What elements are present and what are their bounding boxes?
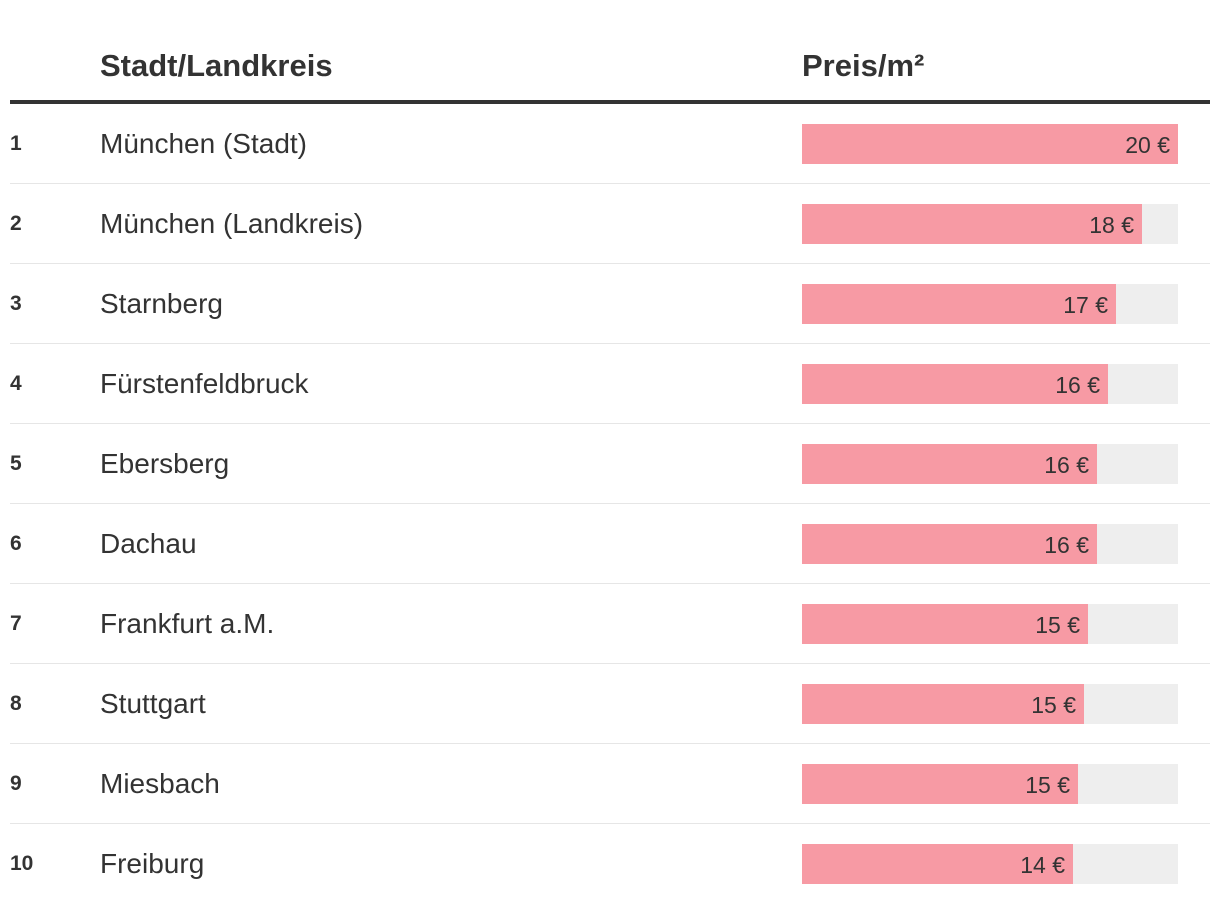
price-label: 18 € [1089, 212, 1134, 238]
price-bar: 20 € [802, 124, 1178, 164]
rank-number: 7 [10, 612, 22, 635]
rank-number: 2 [10, 212, 22, 235]
price-bar: 16 € [802, 524, 1097, 564]
price-bar: 15 € [802, 764, 1078, 804]
column-header-city: Stadt/Landkreis [100, 48, 333, 83]
bar-track: 15 € [802, 604, 1178, 644]
city-name: Miesbach [100, 768, 220, 799]
table-row: 9 Miesbach 15 € [10, 744, 1210, 824]
bar-track: 15 € [802, 764, 1178, 804]
city-name: Fürstenfeldbruck [100, 368, 309, 399]
city-name: Freiburg [100, 848, 205, 879]
bar-track: 18 € [802, 204, 1178, 244]
price-label: 14 € [1020, 852, 1065, 878]
price-label: 15 € [1035, 612, 1080, 638]
bar-track: 14 € [802, 844, 1178, 884]
price-label: 20 € [1125, 132, 1170, 158]
bar-track: 15 € [802, 684, 1178, 724]
table-row: 7 Frankfurt a.M. 15 € [10, 584, 1210, 664]
rank-number: 8 [10, 692, 22, 715]
city-name: München (Stadt) [100, 128, 307, 159]
price-label: 17 € [1063, 292, 1108, 318]
price-label: 15 € [1025, 772, 1070, 798]
table-row: 8 Stuttgart 15 € [10, 664, 1210, 744]
price-label: 16 € [1044, 532, 1089, 558]
rank-number: 6 [10, 532, 22, 555]
rank-number: 10 [10, 852, 34, 875]
bar-track: 16 € [802, 444, 1178, 484]
price-bar: 17 € [802, 284, 1116, 324]
price-bar: 16 € [802, 364, 1108, 404]
rank-number: 5 [10, 452, 22, 475]
price-label: 15 € [1031, 692, 1076, 718]
bar-track: 16 € [802, 524, 1178, 564]
rank-number: 1 [10, 132, 22, 155]
rank-number: 3 [10, 292, 22, 315]
table-row: 1 München (Stadt) 20 € [10, 104, 1210, 184]
table-row: 10 Freiburg 14 € [10, 824, 1210, 904]
price-bar: 16 € [802, 444, 1097, 484]
price-label: 16 € [1044, 452, 1089, 478]
city-name: Dachau [100, 528, 197, 559]
table-row: 6 Dachau 16 € [10, 504, 1210, 584]
price-bar: 15 € [802, 604, 1088, 644]
price-bar: 14 € [802, 844, 1073, 884]
table-row: 3 Starnberg 17 € [10, 264, 1210, 344]
ranking-table: Stadt/Landkreis Preis/m² 1 München (Stadt… [10, 0, 1210, 904]
bar-track: 17 € [802, 284, 1178, 324]
table-body: 1 München (Stadt) 20 € 2 München (Landkreis)… [10, 104, 1210, 904]
city-name: Stuttgart [100, 688, 206, 719]
price-label: 16 € [1055, 372, 1100, 398]
city-name: München (Landkreis) [100, 208, 364, 239]
bar-track: 16 € [802, 364, 1178, 404]
bar-track: 20 € [802, 124, 1178, 164]
city-name: Starnberg [100, 288, 223, 319]
city-name: Ebersberg [100, 448, 230, 479]
table-header: Stadt/Landkreis Preis/m² [10, 0, 1210, 104]
price-bar: 15 € [802, 684, 1084, 724]
rank-number: 4 [10, 372, 22, 395]
column-header-price: Preis/m² [802, 48, 925, 83]
city-name: Frankfurt a.M. [100, 608, 275, 639]
price-bar: 18 € [802, 204, 1142, 244]
rank-number: 9 [10, 772, 22, 795]
table-row: 2 München (Landkreis) 18 € [10, 184, 1210, 264]
table-row: 5 Ebersberg 16 € [10, 424, 1210, 504]
table-row: 4 Fürstenfeldbruck 16 € [10, 344, 1210, 424]
